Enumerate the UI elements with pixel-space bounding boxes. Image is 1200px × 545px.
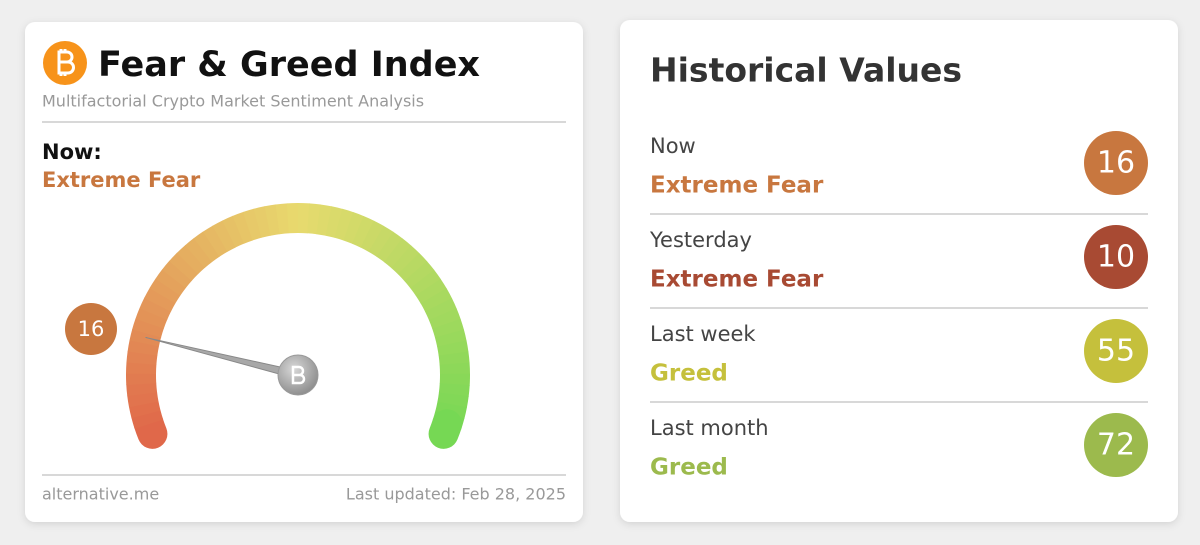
value-badge — [1084, 319, 1148, 383]
arc-segment — [397, 252, 428, 282]
history-card — [620, 20, 1178, 522]
classification: Greed — [650, 455, 728, 481]
value-badge — [1084, 131, 1148, 195]
value: 72 — [1097, 428, 1135, 463]
arc-segment — [334, 208, 354, 241]
arc-segment — [432, 318, 465, 339]
arc-segment — [437, 340, 469, 357]
arc-segment — [376, 231, 403, 263]
arc-segment — [404, 261, 435, 289]
arc-segment — [193, 231, 220, 263]
arc-segment — [264, 204, 281, 236]
value: 10 — [1097, 240, 1135, 275]
arc-segment — [438, 351, 470, 366]
history-title: Historical Values — [650, 51, 962, 90]
arc-segment — [253, 206, 271, 238]
arc-segment — [129, 328, 162, 347]
arc-segment — [135, 307, 168, 329]
arc-segment — [424, 298, 457, 321]
arc-segment — [139, 297, 172, 321]
period: Last week — [650, 322, 756, 346]
arc-segment — [222, 215, 245, 248]
arc-segment — [131, 410, 164, 429]
classification: Extreme Fear — [650, 173, 824, 199]
arc-segment — [126, 350, 158, 365]
arc-segment — [169, 252, 199, 282]
arc-segment — [275, 203, 290, 235]
arc-segment — [128, 401, 161, 419]
arc-segment — [161, 260, 192, 289]
gauge-value: 16 — [78, 317, 105, 341]
arc-segment — [127, 391, 159, 408]
arc-segment — [391, 245, 420, 275]
arc-segment — [212, 220, 236, 252]
arc-segment — [155, 269, 187, 296]
gauge-value-badge — [65, 303, 117, 355]
arc-segment — [410, 269, 441, 297]
period: Now — [650, 134, 696, 158]
arc-segment — [368, 225, 394, 258]
arc-segment — [343, 212, 365, 244]
arc-segment — [133, 408, 168, 449]
footer-source: alternative.me — [42, 485, 159, 504]
arc-segment — [428, 308, 461, 330]
title: Fear & Greed Index — [98, 45, 480, 85]
arc-segment — [360, 220, 385, 253]
arc-segment — [144, 287, 176, 312]
classification: Greed — [650, 361, 728, 387]
gauge-arc — [126, 203, 470, 449]
subtitle: Multifactorial Crypto Market Sentiment A… — [42, 92, 424, 111]
arc-segment — [325, 206, 343, 238]
arc-segment — [420, 288, 453, 313]
arc-segment — [307, 203, 321, 235]
arc-segment — [185, 237, 213, 269]
arc-segment — [232, 211, 254, 244]
period: Last month — [650, 416, 769, 440]
arc-segment — [316, 204, 332, 236]
now-classification: Extreme Fear — [42, 168, 201, 192]
hub-logo — [291, 365, 306, 385]
value: 16 — [1097, 146, 1135, 181]
arc-segment — [242, 208, 262, 241]
now-label: Now: — [42, 140, 102, 164]
arc-segment — [132, 318, 164, 338]
arc-segment — [149, 278, 181, 304]
arc-segment — [384, 238, 412, 269]
arc-segment — [434, 329, 467, 348]
value-badge — [1084, 413, 1148, 477]
arc-segment — [126, 382, 158, 397]
arc-segment — [352, 215, 375, 248]
arc-segment — [415, 278, 447, 304]
footer-updated: Last updated: Feb 28, 2025 — [346, 485, 566, 504]
classification: Extreme Fear — [650, 267, 824, 293]
bitcoin-logo — [43, 41, 87, 85]
arc-segment — [176, 244, 206, 275]
arc-segment — [127, 339, 160, 356]
arc-segment — [437, 392, 469, 408]
arc-segment — [202, 225, 228, 257]
value: 55 — [1097, 334, 1135, 369]
arc-segment — [438, 383, 470, 397]
arc-segment — [428, 409, 463, 449]
period: Yesterday — [649, 228, 752, 252]
value-badge — [1084, 225, 1148, 289]
